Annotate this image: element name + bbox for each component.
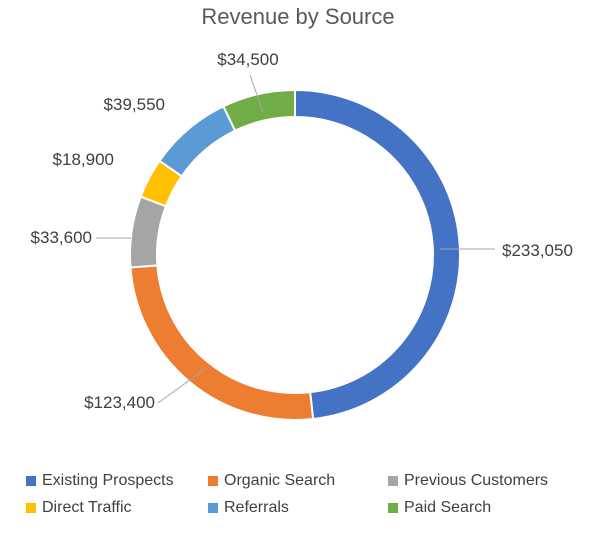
legend-item: Previous Customers	[388, 472, 578, 490]
legend-label: Direct Traffic	[42, 499, 132, 516]
doughnut-chart: $233,050 $123,400 $33,600 $18,900 $39,550 $34…	[31, 50, 573, 421]
legend-label: Referrals	[224, 499, 289, 516]
legend-item: Existing Prospects	[26, 472, 208, 490]
legend-item: Direct Traffic	[26, 499, 208, 517]
leader-line	[157, 368, 206, 404]
data-label: $33,600	[31, 228, 92, 247]
legend-item: Organic Search	[208, 472, 388, 490]
data-label: $123,400	[84, 393, 155, 412]
chart-legend: Existing Prospects Organic Search Previous…	[26, 472, 586, 517]
legend-swatch	[208, 476, 218, 486]
data-label: $18,900	[53, 150, 114, 169]
legend-label: Paid Search	[404, 499, 492, 516]
legend-swatch	[26, 503, 36, 513]
doughnut-slice-referrals	[158, 105, 237, 178]
legend-swatch	[388, 476, 398, 486]
legend-item: Referrals	[208, 499, 388, 517]
legend-label: Organic Search	[224, 472, 336, 489]
data-label: $233,050	[502, 241, 573, 260]
chart-title: Revenue by Source	[201, 4, 395, 29]
doughnut-slice-previous-customers	[129, 195, 168, 269]
doughnut-slice-organic-search	[129, 264, 315, 421]
legend-swatch	[388, 503, 398, 513]
data-label: $39,550	[104, 95, 165, 114]
doughnut-slice-paid-search	[222, 88, 296, 133]
data-label: $34,500	[217, 50, 278, 69]
legend-item: Paid Search	[388, 499, 578, 517]
doughnut-slice-existing-prospects	[294, 88, 461, 421]
leader-line	[249, 74, 264, 113]
legend-swatch	[26, 476, 36, 486]
legend-label: Previous Customers	[404, 472, 549, 489]
legend-label: Existing Prospects	[42, 472, 174, 489]
legend-swatch	[208, 503, 218, 513]
